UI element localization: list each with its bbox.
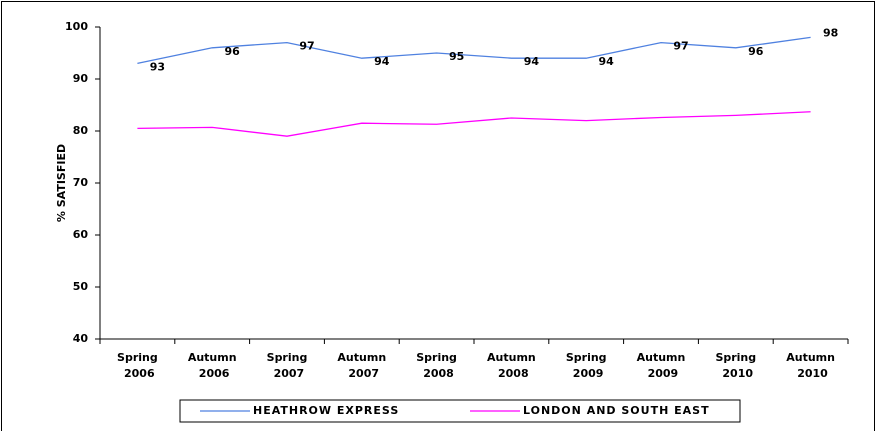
data-label: 95 bbox=[449, 50, 464, 63]
x-tick-label: Autumn 2008 bbox=[487, 351, 536, 380]
data-label: 97 bbox=[299, 40, 314, 53]
data-label: 94 bbox=[374, 55, 390, 68]
y-tick-label: 40 bbox=[73, 332, 89, 345]
x-tick-label: Spring 2009 bbox=[566, 351, 607, 380]
data-label: 98 bbox=[823, 26, 838, 39]
data-label: 96 bbox=[225, 45, 241, 58]
x-tick-label: Spring 2010 bbox=[715, 351, 756, 380]
data-label: 96 bbox=[748, 45, 764, 58]
legend-box bbox=[179, 399, 741, 423]
x-tick-label: Spring 2006 bbox=[117, 351, 158, 380]
series-line bbox=[137, 111, 811, 137]
legend-label: LONDON AND SOUTH EAST bbox=[523, 404, 710, 417]
x-tick-label: Autumn 2010 bbox=[786, 351, 835, 380]
y-tick-label: 100 bbox=[65, 20, 88, 33]
series-line bbox=[137, 36, 811, 65]
y-axis-label: % SATISFIED bbox=[55, 144, 68, 222]
x-tick-label: Spring 2008 bbox=[416, 351, 457, 380]
x-tick-label: Autumn 2009 bbox=[637, 351, 686, 380]
y-tick-label: 90 bbox=[73, 72, 89, 85]
legend-label: HEATHROW EXPRESS bbox=[253, 404, 399, 417]
data-label: 93 bbox=[150, 60, 165, 73]
y-tick-label: 50 bbox=[73, 280, 89, 293]
x-tick-label: Spring 2007 bbox=[267, 351, 308, 380]
y-tick-label: 80 bbox=[73, 124, 89, 137]
x-tick-label: Autumn 2006 bbox=[188, 351, 237, 380]
data-label: 97 bbox=[673, 40, 688, 53]
data-label: 94 bbox=[524, 55, 540, 68]
data-label: 94 bbox=[599, 55, 615, 68]
y-tick-label: 70 bbox=[73, 176, 89, 189]
x-tick-label: Autumn 2007 bbox=[337, 351, 386, 380]
y-tick-label: 60 bbox=[73, 228, 89, 241]
